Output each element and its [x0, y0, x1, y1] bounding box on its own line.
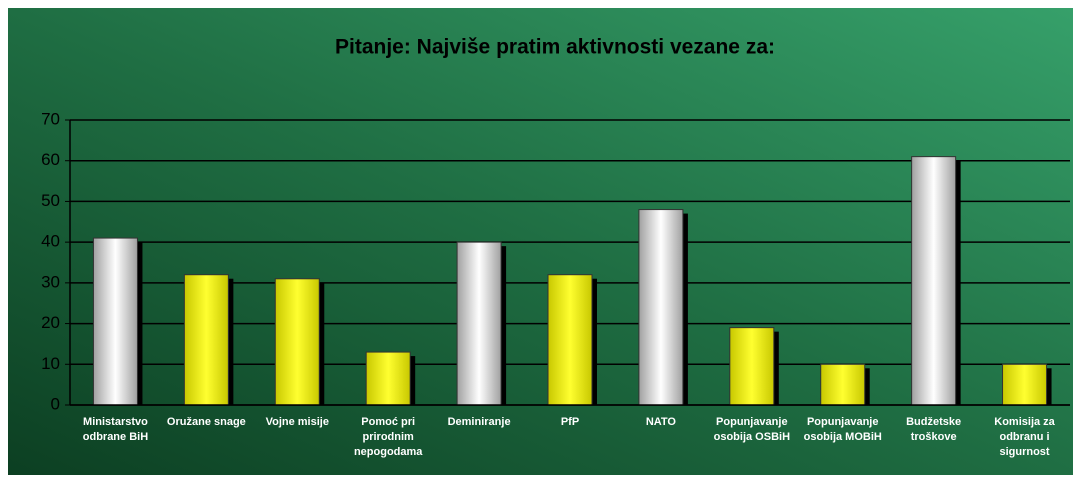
x-tick-label: Budžetske troškove	[906, 416, 961, 443]
y-tick-label: 40	[41, 232, 60, 251]
x-tick-label: Deminiranje	[448, 416, 511, 428]
x-tick-label: Popunjavanje osobija MOBiH	[804, 416, 882, 443]
y-tick-label: 20	[41, 313, 60, 332]
bar	[638, 209, 684, 406]
y-tick-label: 50	[41, 191, 60, 210]
bar	[274, 278, 320, 406]
x-tick-label: Oružane snage	[167, 416, 246, 428]
chart-title: Pitanje: Najviše pratim aktivnosti vezan…	[335, 36, 775, 59]
x-tick-label: PfP	[561, 416, 579, 428]
x-tick-label: Komisija za odbranu i sigurnost	[994, 416, 1055, 458]
bar	[820, 363, 866, 406]
bar	[547, 274, 593, 406]
bar	[729, 327, 775, 406]
bar	[92, 237, 138, 406]
x-tick-label: Ministarstvo odbrane BiH	[83, 416, 148, 443]
bar	[911, 156, 957, 406]
bar	[365, 351, 411, 406]
y-tick-label: 30	[41, 272, 60, 291]
y-tick-label: 70	[41, 109, 60, 128]
bar	[456, 241, 502, 406]
y-tick-label: 60	[41, 150, 60, 169]
x-tick-label: Pomoć pri prirodnim nepogodama	[354, 416, 423, 458]
bar	[1002, 363, 1048, 406]
x-tick-label: Popunjavanje osobija OSBiH	[714, 416, 790, 443]
x-tick-label: NATO	[646, 416, 677, 428]
y-tick-label: 10	[41, 354, 60, 373]
bar	[183, 274, 229, 406]
x-tick-label: Vojne misije	[266, 416, 329, 428]
y-tick-label: 0	[51, 394, 60, 413]
